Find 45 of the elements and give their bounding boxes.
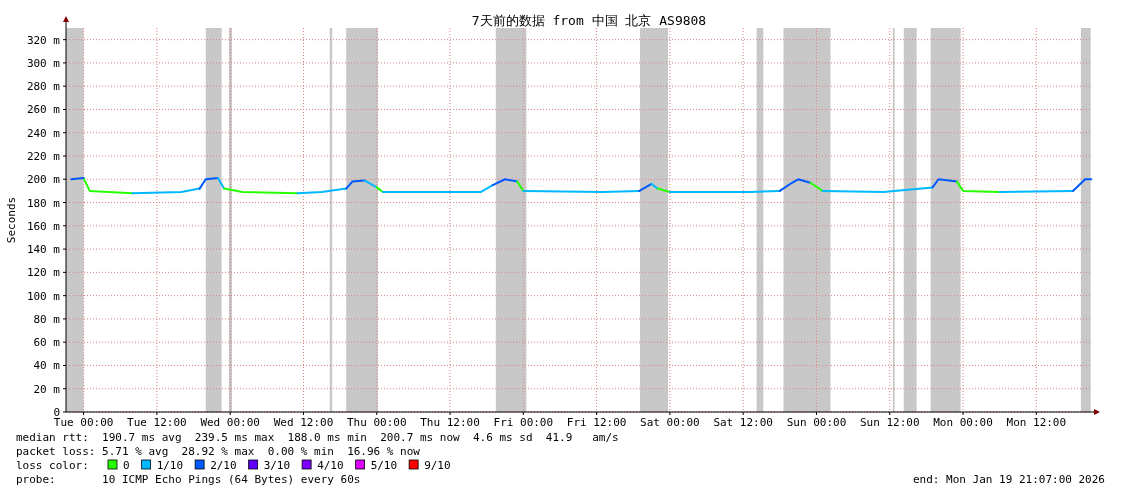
y-tick-label: 260 m [26, 103, 61, 117]
y-tick-label: 0 [53, 406, 60, 419]
legend-title: loss color: [16, 459, 89, 472]
legend-label: 5/10 [370, 459, 398, 472]
x-tick-label: Mon 00:00 [933, 416, 993, 429]
legend-label: 0 [123, 459, 130, 472]
text: median rtt: 190.7 ms avg 239.5 ms max 188.0 ms min 200.7 ms now 4.6 ms sd 41.9 am/s [16, 431, 619, 444]
x-tick-label: Tue 00:00 [53, 416, 114, 429]
y-tick-label: 100 m [26, 289, 61, 303]
y-tick-label: 240 m [26, 126, 61, 140]
legend-label: 1/10 [156, 459, 184, 472]
y-tick-label: 320 m [26, 33, 61, 47]
x-tick-label: Sun 00:00 [786, 416, 847, 429]
y-tick-label: 160 m [26, 219, 61, 233]
x-tick-label: Fri 12:00 [566, 416, 627, 429]
y-tick-label: 220 m [26, 150, 61, 163]
y-axis-title: Seconds [5, 196, 18, 244]
legend-label: 3/10 [263, 459, 291, 472]
x-tick-label: Wed 12:00 [273, 416, 334, 429]
y-tick-label: 200 m [26, 173, 61, 187]
x-tick-label: Thu 00:00 [346, 416, 407, 429]
chart-title: 7天前的数据 from 中国 北京 AS9808 [471, 13, 707, 28]
y-tick-label: 60 m [33, 336, 61, 350]
y-tick-label: 120 m [26, 266, 61, 280]
text: packet loss: 5.71 % avg 28.92 % max 0.00 % min 16.96 % now [16, 445, 421, 458]
legend-label: 2/10 [210, 459, 237, 472]
x-tick-label: Wed 00:00 [200, 416, 260, 429]
x-tick-label: Mon 12:00 [1006, 416, 1067, 429]
y-tick-label: 300 m [26, 56, 61, 70]
text: probe: 10 ICMP Echo Pings (64 Bytes) every 60s [16, 473, 361, 486]
x-tick-label: Sat 00:00 [640, 416, 700, 429]
y-tick-label: 20 m [33, 382, 61, 396]
y-tick-label: 80 m [33, 312, 61, 326]
x-tick-label: Fri 00:00 [493, 416, 554, 429]
y-tick-label: 180 m [26, 196, 61, 210]
text: end: Mon Jan 19 21:07:00 2026 [912, 473, 1105, 486]
y-tick-label: 280 m [26, 80, 61, 94]
x-tick-label: Sun 12:00 [859, 416, 920, 429]
x-tick-label: Tue 12:00 [127, 416, 187, 429]
y-tick-label: 40 m [33, 359, 61, 373]
legend-label: 4/10 [317, 459, 344, 472]
legend-label: 9/10 [424, 459, 451, 472]
y-tick-label: 140 m [26, 243, 61, 257]
x-tick-label: Thu 12:00 [420, 416, 480, 429]
x-tick-label: Sat 12:00 [713, 416, 773, 429]
